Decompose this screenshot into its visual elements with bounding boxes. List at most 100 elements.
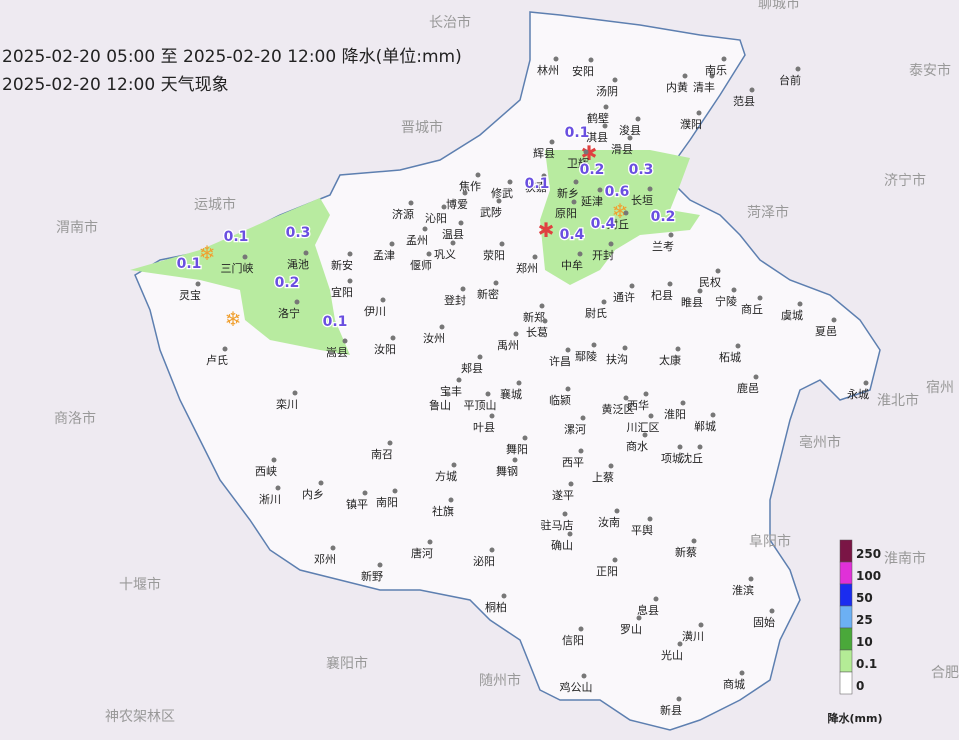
county-label: 尉氏 bbox=[585, 306, 607, 320]
county-dot bbox=[614, 508, 620, 514]
snow-icon: ❄ bbox=[225, 307, 242, 331]
county-label: 新郑 bbox=[523, 310, 545, 324]
county-label: 清丰 bbox=[693, 81, 715, 94]
county-dot bbox=[565, 347, 571, 353]
county-dot bbox=[489, 547, 495, 553]
county-dot bbox=[753, 374, 759, 380]
county-label: 舞阳 bbox=[506, 443, 528, 456]
legend-swatch bbox=[839, 627, 853, 651]
county-label: 伊川 bbox=[364, 305, 386, 318]
county-label: 正阳 bbox=[596, 565, 618, 578]
county-label: 新野 bbox=[361, 569, 383, 583]
neighbor-label: 十堰市 bbox=[119, 576, 161, 593]
county-dot bbox=[578, 448, 584, 454]
county-label: 固始 bbox=[753, 615, 775, 629]
county-dot bbox=[612, 557, 618, 563]
county-label: 黄泛区 bbox=[602, 402, 635, 416]
county-label: 三门峡 bbox=[221, 261, 254, 275]
county-label: 驻马店 bbox=[541, 518, 574, 532]
county-dot bbox=[676, 696, 682, 702]
county-label: 宁陵 bbox=[715, 294, 737, 308]
county-dot bbox=[691, 538, 697, 544]
county-label: 淅川 bbox=[259, 492, 281, 506]
county-label: 辉县 bbox=[533, 147, 555, 160]
county-dot bbox=[389, 241, 395, 247]
county-dot bbox=[542, 318, 548, 324]
county-dot bbox=[710, 412, 716, 418]
county-label: 荥阳 bbox=[483, 248, 505, 262]
county-dot bbox=[697, 444, 703, 450]
county-dot bbox=[507, 179, 513, 185]
county-label: 鹤壁 bbox=[587, 111, 609, 125]
county-dot bbox=[647, 186, 653, 192]
county-dot bbox=[721, 56, 727, 62]
county-dot bbox=[477, 354, 483, 360]
county-label: 平顶山 bbox=[464, 399, 497, 412]
legend-swatch bbox=[839, 605, 853, 629]
county-dot bbox=[629, 283, 635, 289]
county-dot bbox=[541, 173, 547, 179]
county-dot bbox=[571, 199, 577, 205]
neighbor-label: 淮北市 bbox=[877, 392, 919, 409]
county-dot bbox=[627, 135, 633, 141]
county-label: 西平 bbox=[562, 456, 584, 469]
county-label: 封丘 bbox=[607, 217, 629, 231]
county-dot bbox=[303, 250, 309, 256]
county-dot bbox=[275, 485, 281, 491]
county-label: 上蔡 bbox=[592, 471, 614, 484]
county-dot bbox=[588, 57, 594, 63]
county-label: 南阳 bbox=[376, 496, 398, 509]
county-label: 鲁山 bbox=[429, 398, 451, 412]
county-label: 新安 bbox=[331, 258, 353, 272]
neighbor-label: 宿州 bbox=[926, 379, 954, 396]
county-dot bbox=[696, 110, 702, 116]
county-label: 虞城 bbox=[781, 308, 803, 322]
county-dot bbox=[831, 317, 837, 323]
county-dot bbox=[475, 172, 481, 178]
county-dot bbox=[539, 303, 545, 309]
county-dot bbox=[390, 335, 396, 341]
weather-icons: ❄ ❄ ❄ ✱ ✱ bbox=[199, 141, 629, 331]
county-dot bbox=[642, 432, 648, 438]
county-dot bbox=[392, 488, 398, 494]
county-label: 长葛 bbox=[526, 326, 548, 339]
county-label: 项城 bbox=[661, 452, 683, 465]
county-dot bbox=[493, 280, 499, 286]
county-label: 孟州 bbox=[406, 234, 428, 247]
county-dot bbox=[485, 391, 491, 397]
county-label: 林州 bbox=[537, 63, 559, 77]
county-dot bbox=[682, 73, 688, 79]
county-dot bbox=[242, 254, 248, 260]
county-label: 卫辉 bbox=[567, 157, 589, 170]
county-dot bbox=[668, 232, 674, 238]
county-dot bbox=[568, 481, 574, 487]
county-label: 杞县 bbox=[651, 288, 673, 302]
county-dot bbox=[565, 386, 571, 392]
subtitle: 2025-02-20 12:00 天气现象 bbox=[2, 75, 229, 95]
county-label: 商丘 bbox=[741, 302, 763, 316]
county-label: 开封 bbox=[592, 248, 614, 262]
county-label: 灵宝 bbox=[179, 288, 201, 302]
county-label: 范县 bbox=[733, 94, 755, 108]
county-dot bbox=[458, 220, 464, 226]
county-label: 泌阳 bbox=[473, 555, 495, 568]
county-label: 温县 bbox=[442, 228, 464, 241]
county-dot bbox=[448, 497, 454, 503]
legend-label: 25 bbox=[856, 613, 873, 627]
county-label: 西峡 bbox=[255, 464, 277, 478]
county-dot bbox=[715, 268, 721, 274]
county-dot bbox=[583, 149, 589, 155]
county-label: 睢县 bbox=[681, 296, 703, 309]
county-label: 郑州 bbox=[516, 261, 538, 275]
county-label: 新乡 bbox=[557, 186, 579, 200]
county-label: 浚县 bbox=[619, 123, 641, 137]
county-label: 汤阴 bbox=[596, 84, 618, 98]
county-label: 许昌 bbox=[549, 355, 571, 368]
county-dot bbox=[863, 380, 869, 386]
precip-label: 0.1 bbox=[525, 176, 550, 192]
county-dot bbox=[677, 444, 683, 450]
legend-title: 降水(mm) bbox=[828, 711, 883, 725]
county-dot bbox=[380, 297, 386, 303]
title: 2025-02-20 05:00 至 2025-02-20 12:00 降水(单… bbox=[2, 47, 462, 67]
county-dot bbox=[522, 435, 528, 441]
